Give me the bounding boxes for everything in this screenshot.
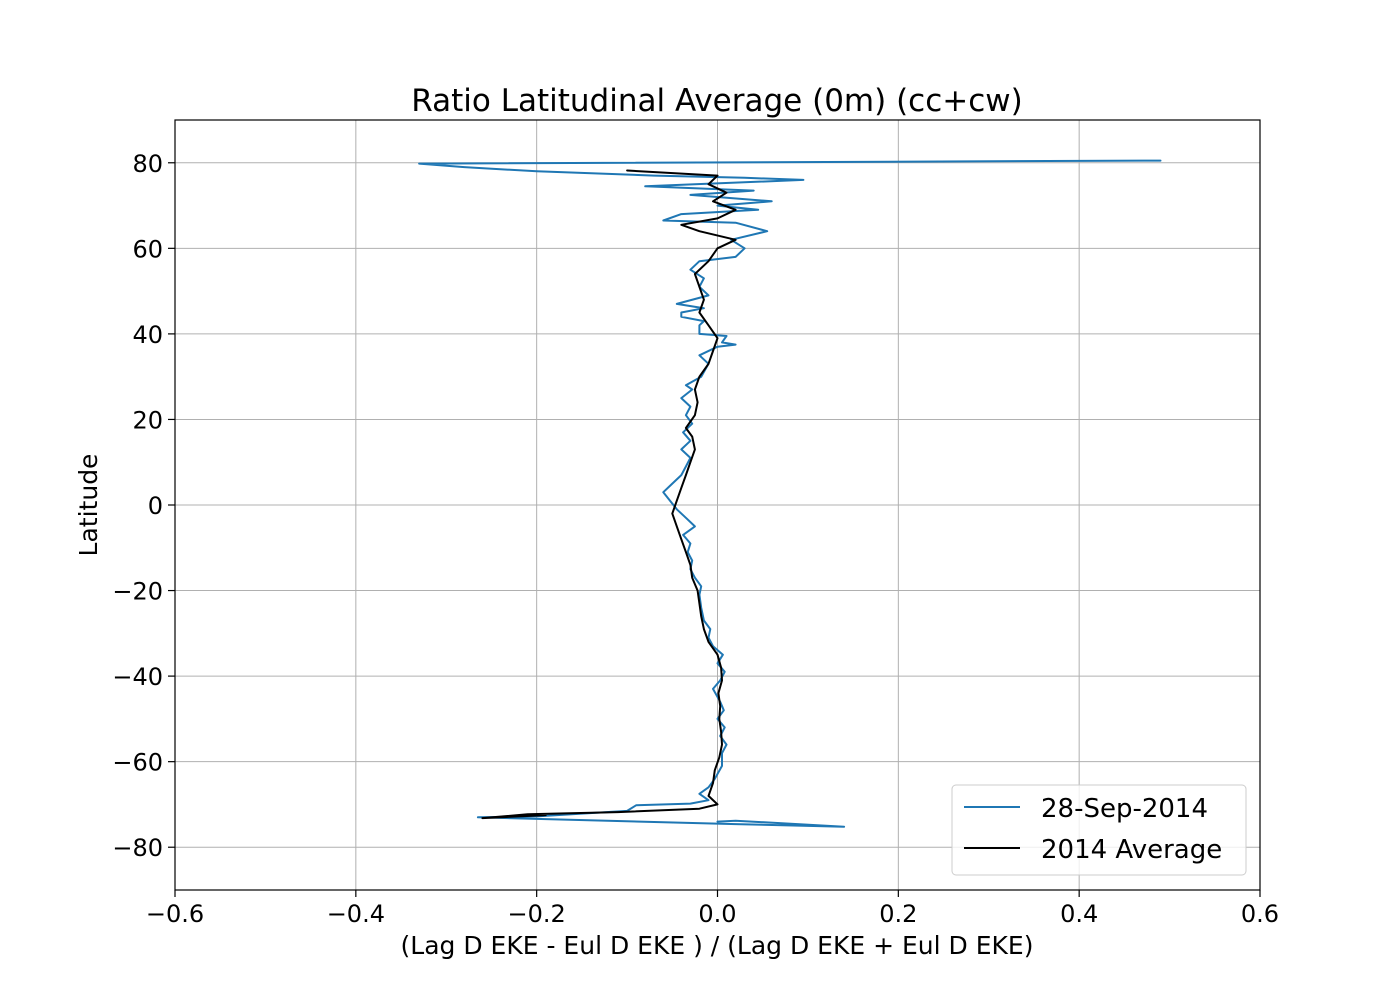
legend-box — [951, 784, 1247, 876]
series-layer — [418, 159, 1162, 828]
x-tick-label: −0.6 — [146, 900, 204, 928]
x-tick-label: 0.4 — [1060, 900, 1098, 928]
legend-label-2014-average: 2014 Average — [1041, 835, 1222, 865]
x-tick-label: −0.2 — [508, 900, 566, 928]
y-tick-label: −40 — [112, 663, 163, 691]
x-tick-label: −0.4 — [327, 900, 385, 928]
y-tick-label: −80 — [112, 834, 163, 862]
y-tick-label: 20 — [132, 406, 163, 434]
y-tick-label: 60 — [132, 235, 163, 263]
y-tick-label: −60 — [112, 749, 163, 777]
y-tick-label: 0 — [148, 492, 163, 520]
x-tick-label: 0.2 — [879, 900, 917, 928]
y-tick-label: 80 — [132, 150, 163, 178]
legend-label-28-sep-2014: 28-Sep-2014 — [1041, 794, 1208, 824]
legend: 28-Sep-2014 2014 Average — [951, 784, 1247, 876]
series-line-2014-average — [481, 169, 737, 820]
chart-title: Ratio Latitudinal Average (0m) (cc+cw) — [411, 83, 1022, 119]
x-tick-label: 0.6 — [1241, 900, 1279, 928]
y-tick-label: −20 — [112, 578, 163, 606]
y-axis-label: Latitude — [74, 454, 103, 557]
y-tick-label: 40 — [132, 321, 163, 349]
x-axis-label: (Lag D EKE - Eul D EKE ) / (Lag D EKE + … — [401, 931, 1034, 960]
tick-layer: −0.6 −0.4 −0.2 0.0 0.2 0.4 0.6 −80 −60 −40 −20 0 20 4… — [112, 150, 1279, 928]
x-tick-label: 0.0 — [698, 900, 736, 928]
